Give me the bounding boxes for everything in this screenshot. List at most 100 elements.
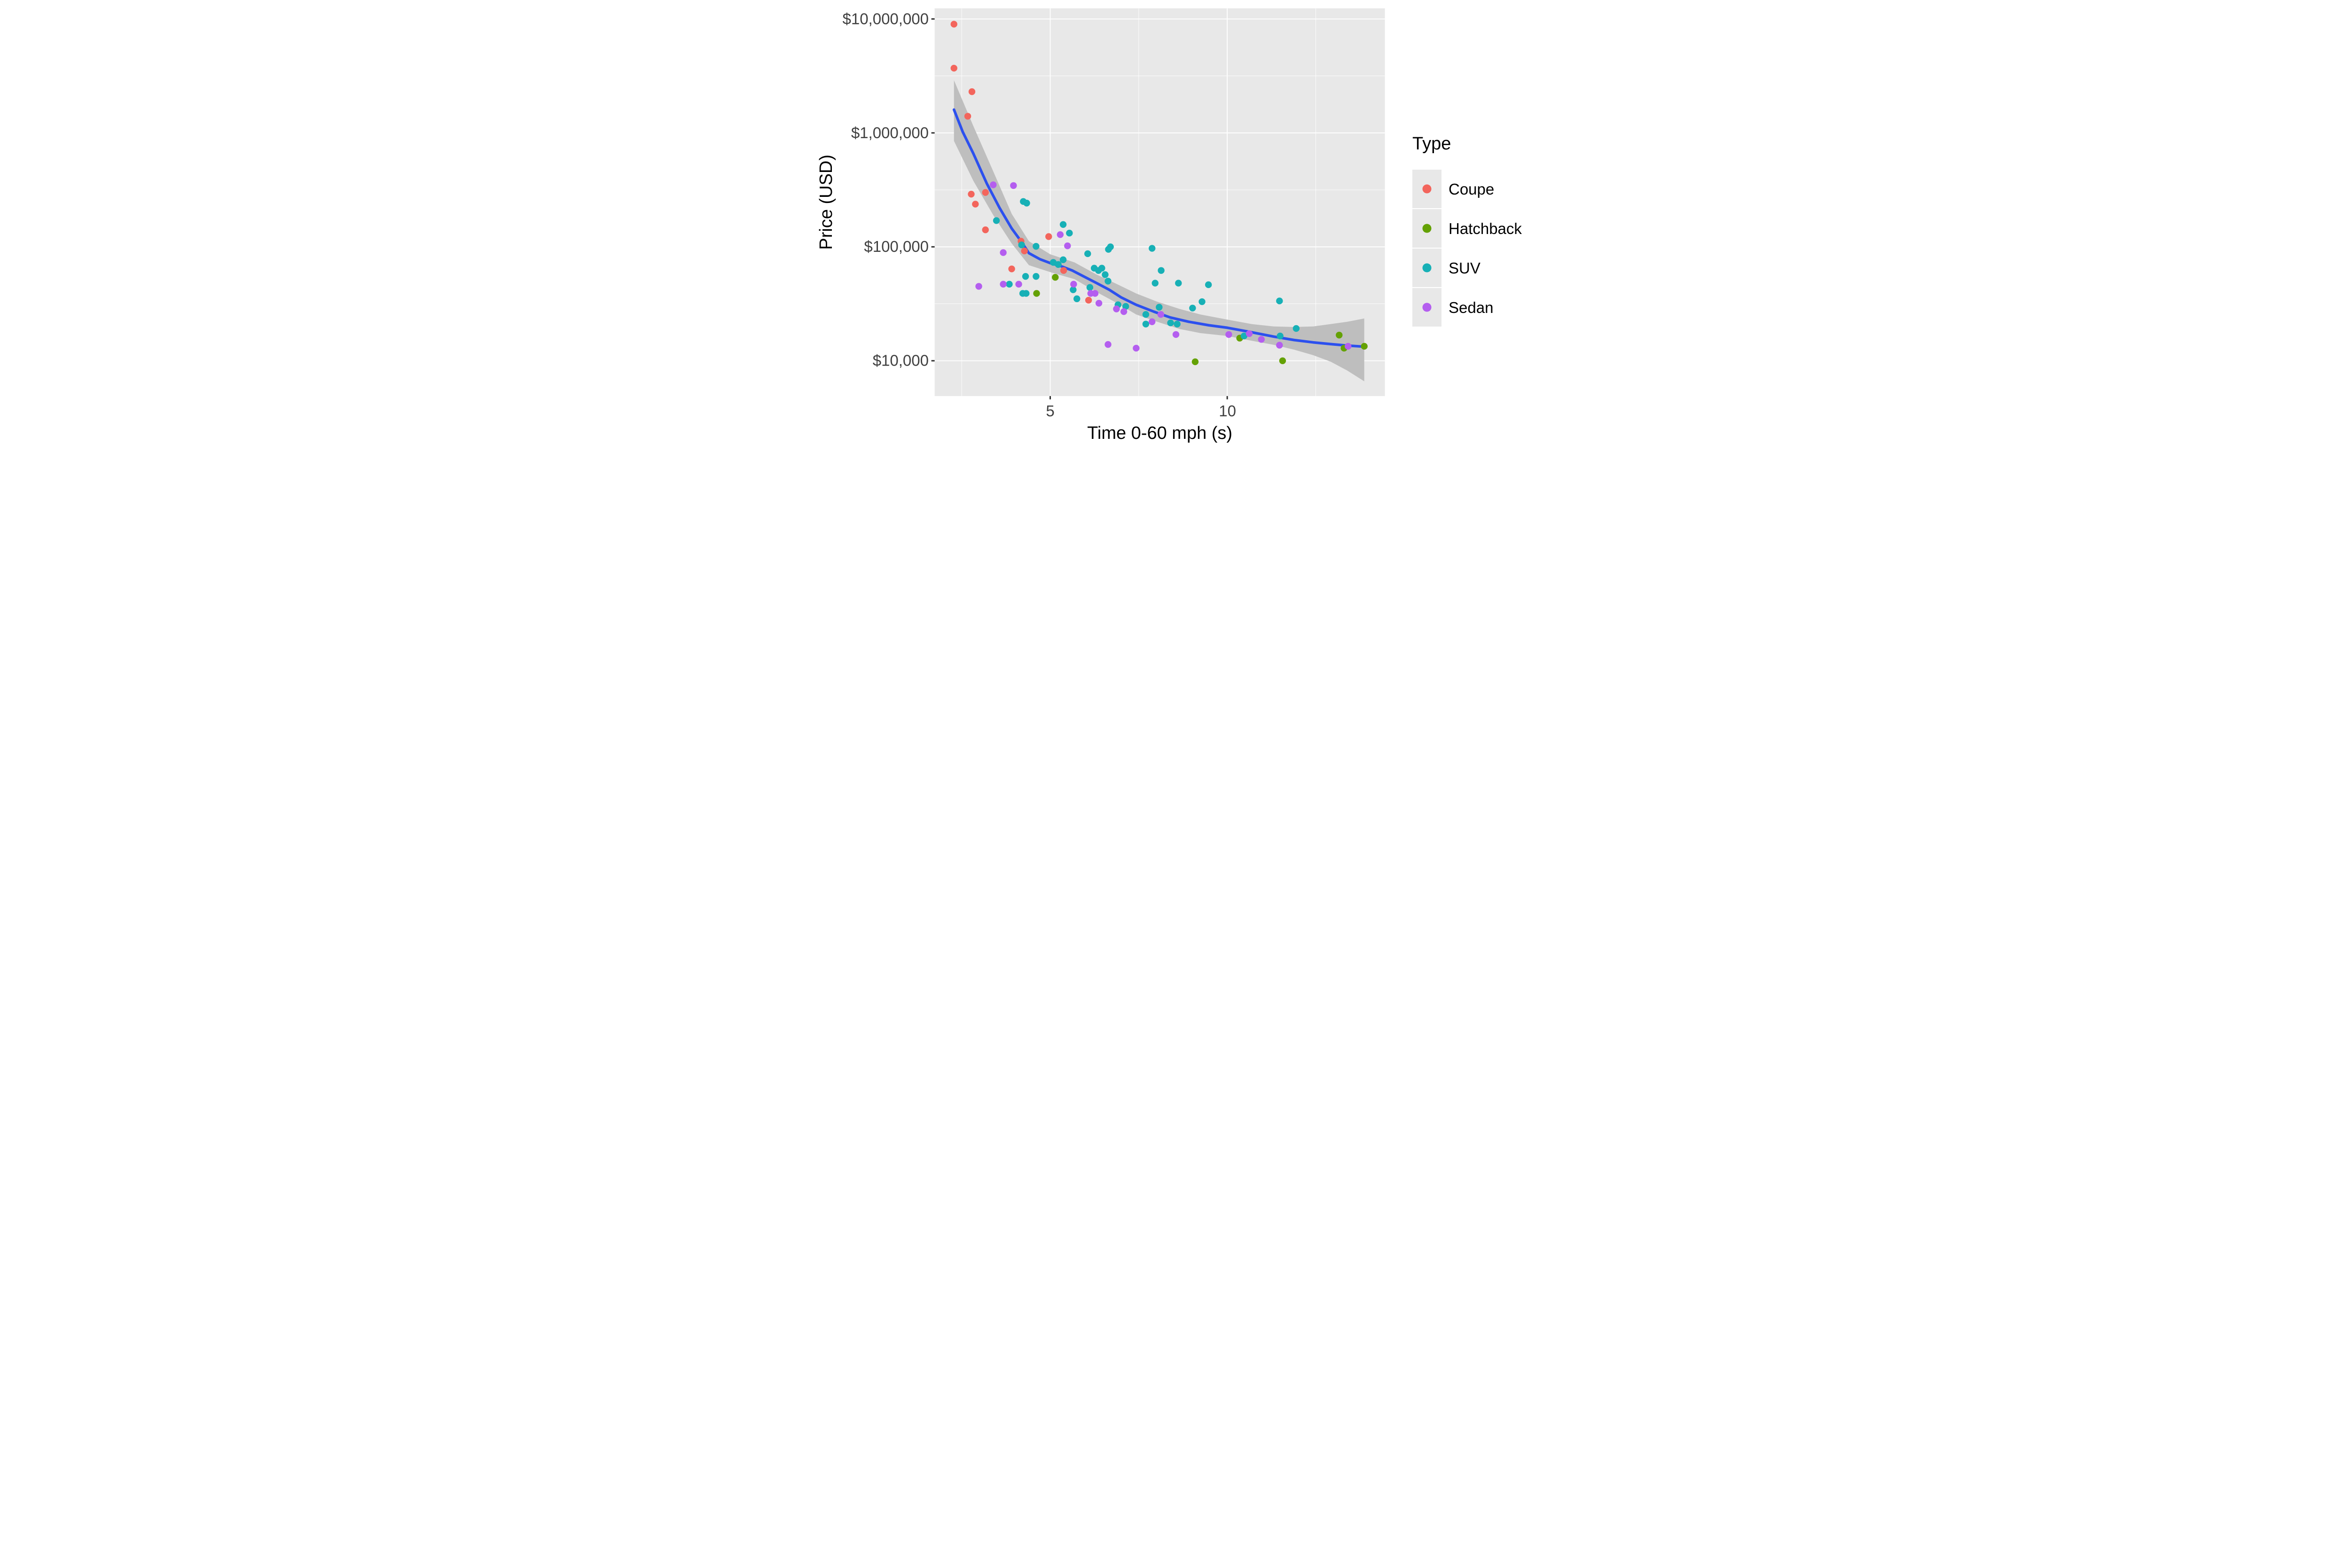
data-point-suv: [1156, 304, 1163, 311]
data-point-suv: [1059, 221, 1067, 228]
data-point-suv: [1022, 273, 1029, 280]
data-point-coupe: [972, 201, 979, 208]
data-point-coupe: [1060, 267, 1067, 274]
data-point-suv: [1277, 332, 1284, 340]
data-point-sedan: [1246, 330, 1253, 337]
data-point-sedan: [1276, 342, 1283, 349]
data-point-suv: [1198, 298, 1206, 305]
data-point-suv: [1148, 245, 1156, 252]
data-point-suv: [1086, 284, 1094, 291]
data-point-suv: [1142, 311, 1150, 318]
data-point-coupe: [950, 64, 957, 72]
data-point-sedan: [1000, 281, 1007, 288]
legend-key-dot-coupe: [1422, 184, 1432, 194]
legend-label-sedan: Sedan: [1449, 299, 1493, 316]
x-axis-title: Time 0-60 mph (s): [1087, 423, 1232, 443]
data-point-suv: [1167, 319, 1174, 327]
legend-key-dot-suv: [1422, 263, 1432, 273]
data-point-sedan: [1225, 331, 1232, 338]
data-point-suv: [1084, 250, 1091, 257]
data-point-suv: [1152, 280, 1159, 287]
data-point-coupe: [968, 88, 976, 95]
data-point-suv: [1104, 278, 1112, 285]
legend: Type Coupe Hatchback SUV Sedan: [1412, 134, 1522, 327]
data-point-sedan: [990, 181, 997, 188]
legend-label-hatchback: Hatchback: [1449, 220, 1522, 237]
data-point-sedan: [1104, 341, 1112, 348]
data-point-suv: [1175, 280, 1182, 287]
data-point-suv: [1033, 243, 1040, 250]
legend-title: Type: [1412, 134, 1451, 154]
data-point-suv: [1102, 271, 1109, 278]
data-points: [950, 21, 1368, 366]
axis-tick-marks: [931, 18, 1228, 399]
data-point-sedan: [1000, 249, 1007, 256]
y-axis-title: Price (USD): [816, 155, 836, 250]
y-tick-label-100k: $100,000: [864, 238, 929, 255]
data-point-suv: [1292, 325, 1300, 332]
y-tick-label-1m: $1,000,000: [851, 124, 929, 141]
data-point-suv: [1006, 281, 1013, 288]
y-tick-label-10m: $10,000,000: [842, 10, 929, 28]
data-point-coupe: [982, 189, 989, 196]
data-point-coupe: [950, 21, 957, 28]
data-point-suv: [1023, 200, 1030, 207]
data-point-sedan: [975, 283, 982, 290]
data-point-sedan: [1064, 242, 1071, 250]
data-point-suv: [1033, 273, 1040, 280]
data-point-hatchback: [1052, 273, 1059, 281]
data-point-suv: [1189, 304, 1196, 312]
data-point-suv: [1122, 303, 1129, 310]
data-point-suv: [1142, 320, 1150, 328]
data-point-suv: [1059, 256, 1067, 264]
data-point-sedan: [1133, 344, 1140, 352]
data-point-suv: [1023, 290, 1030, 297]
data-point-sedan: [1172, 331, 1180, 338]
y-tick-label-10k: $10,000: [873, 351, 929, 369]
data-point-suv: [1066, 229, 1073, 237]
chart-canvas: $10,000,000 $1,000,000 $100,000 $10,000 …: [816, 8, 1522, 443]
data-point-suv: [1158, 267, 1165, 274]
data-point-hatchback: [1361, 343, 1368, 350]
scatter-plot-figure: $10,000,000 $1,000,000 $100,000 $10,000 …: [813, 0, 1537, 447]
data-point-suv: [1055, 261, 1062, 268]
data-point-suv: [1098, 265, 1105, 272]
data-point-sedan: [1015, 281, 1022, 288]
data-point-sedan: [1095, 300, 1103, 307]
data-point-sedan: [1057, 231, 1064, 238]
data-point-coupe: [1085, 296, 1092, 304]
x-tick-label-10: 10: [1219, 402, 1236, 420]
legend-label-suv: SUV: [1449, 259, 1480, 277]
data-point-suv: [1018, 241, 1025, 249]
data-point-suv: [993, 217, 1000, 224]
data-point-suv: [1174, 320, 1181, 328]
data-point-coupe: [1045, 233, 1052, 240]
data-point-suv: [1107, 243, 1114, 250]
data-point-suv: [1070, 286, 1077, 293]
data-point-coupe: [964, 113, 971, 120]
data-point-sedan: [1010, 182, 1017, 189]
data-point-sedan: [1113, 305, 1120, 312]
data-point-hatchback: [1191, 358, 1199, 366]
data-point-sedan: [1070, 281, 1077, 288]
data-point-sedan: [1258, 336, 1265, 343]
data-point-coupe: [1021, 247, 1028, 255]
legend-label-coupe: Coupe: [1449, 180, 1494, 198]
data-point-suv: [1205, 281, 1212, 289]
data-point-hatchback: [1033, 290, 1040, 297]
data-point-suv: [1073, 295, 1081, 303]
legend-key-dot-sedan: [1422, 303, 1432, 312]
data-point-hatchback: [1279, 357, 1286, 364]
data-point-sedan: [1157, 311, 1165, 318]
data-point-sedan: [1345, 343, 1352, 350]
legend-keys: [1412, 170, 1441, 327]
data-point-sedan: [1091, 290, 1099, 297]
data-point-coupe: [968, 190, 975, 198]
confidence-band-area: [954, 80, 1364, 382]
confidence-band: [954, 80, 1364, 382]
data-point-suv: [1240, 332, 1248, 340]
data-point-sedan: [1120, 308, 1128, 315]
data-point-coupe: [1008, 265, 1015, 273]
gridlines-major: [934, 8, 1385, 396]
data-point-coupe: [982, 226, 989, 234]
